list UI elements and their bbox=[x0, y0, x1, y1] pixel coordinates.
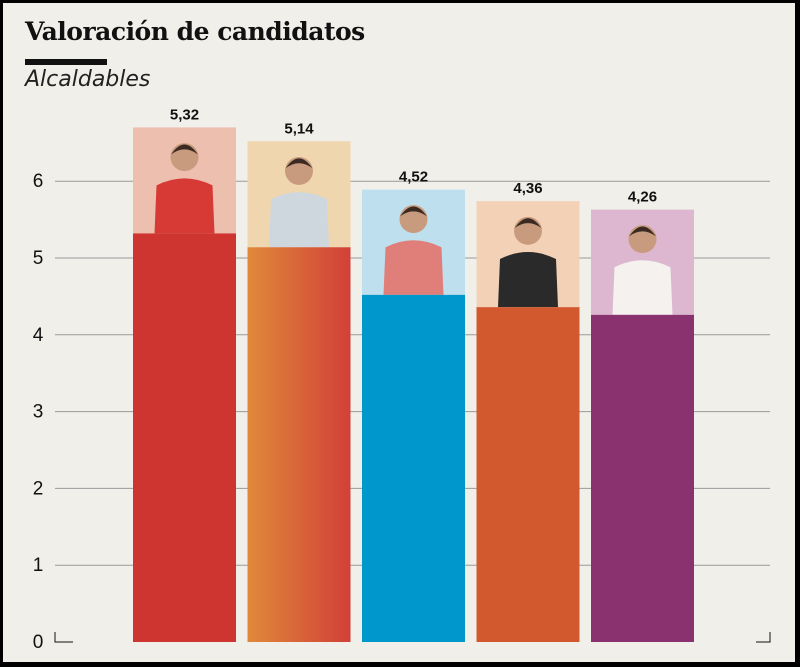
candidate-photo-icon bbox=[383, 205, 444, 295]
bar bbox=[133, 233, 236, 642]
bar bbox=[362, 294, 465, 642]
chart-title: Valoración de candidatos bbox=[25, 17, 365, 46]
candidate-body bbox=[383, 240, 444, 295]
y-tick-label: 2 bbox=[33, 478, 44, 499]
bar bbox=[247, 247, 351, 643]
y-tick-label: 3 bbox=[33, 402, 44, 423]
bar bbox=[476, 307, 580, 642]
chart-subtitle: Alcaldables bbox=[25, 67, 151, 92]
candidate-hair bbox=[514, 218, 542, 229]
y-axis: 0 1 2 3 4 5 6 bbox=[33, 171, 771, 653]
candidate-body bbox=[269, 192, 329, 248]
candidate-photo-icon bbox=[498, 216, 558, 308]
y-tick-label: 0 bbox=[33, 632, 44, 653]
candidate-hair bbox=[171, 144, 198, 155]
bar-value-label: 4,52 bbox=[399, 169, 428, 186]
bar-value-label: 5,32 bbox=[170, 106, 199, 123]
bar-value-label: 4,26 bbox=[628, 189, 657, 206]
candidate-photo-icon bbox=[154, 143, 215, 234]
candidate-hair bbox=[629, 226, 656, 237]
candidate-body bbox=[612, 260, 673, 315]
candidate-body bbox=[154, 178, 215, 234]
candidate-photo-icon bbox=[612, 225, 673, 315]
y-tick-label: 6 bbox=[33, 171, 44, 192]
title-rule bbox=[25, 59, 107, 65]
photo-panels bbox=[133, 127, 694, 315]
axis-baseline-left bbox=[54, 632, 73, 643]
bar bbox=[591, 314, 694, 642]
candidate-photo-icon bbox=[269, 156, 329, 248]
y-tick-label: 4 bbox=[33, 325, 44, 346]
bars bbox=[133, 233, 694, 643]
candidate-hair bbox=[400, 206, 427, 217]
bar-value-label: 4,36 bbox=[513, 180, 542, 197]
candidate-hair bbox=[285, 158, 313, 169]
bar-value-label: 5,14 bbox=[284, 120, 314, 137]
candidate-body bbox=[498, 252, 558, 308]
axis-baseline-right bbox=[756, 632, 771, 643]
y-tick-label: 1 bbox=[33, 555, 44, 576]
y-tick-label: 5 bbox=[33, 248, 44, 269]
value-labels: 5,32 5,14 4,52 4,36 4,26 bbox=[170, 106, 657, 205]
